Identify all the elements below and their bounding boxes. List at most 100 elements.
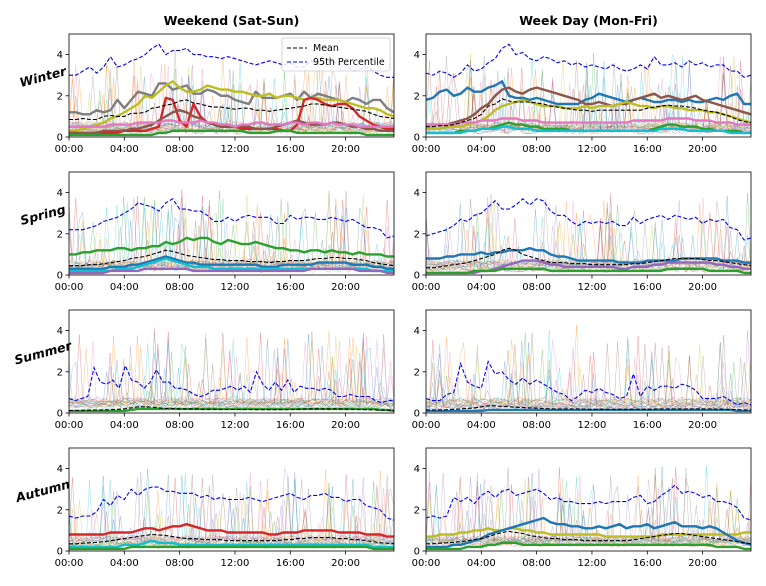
mean-line bbox=[426, 405, 751, 411]
x-tick-label: 04:00 bbox=[110, 558, 139, 569]
x-tick-label: 20:00 bbox=[331, 558, 360, 569]
x-tick-label: 08:00 bbox=[522, 558, 551, 569]
household-trace bbox=[426, 74, 751, 130]
mean-line bbox=[69, 99, 394, 121]
x-tick-label: 08:00 bbox=[165, 282, 194, 293]
household-trace bbox=[426, 60, 751, 130]
x-tick-label: 12:00 bbox=[221, 282, 250, 293]
household-trace bbox=[69, 190, 394, 266]
p95-line bbox=[69, 198, 394, 239]
plot-area bbox=[426, 466, 751, 551]
axes-frame bbox=[68, 309, 395, 414]
household-trace bbox=[69, 335, 394, 405]
x-tick-label: 00:00 bbox=[412, 282, 441, 293]
household-trace bbox=[69, 72, 394, 128]
p95-line bbox=[426, 43, 751, 78]
y-tick-label: 0 bbox=[57, 547, 63, 558]
highlighted-series bbox=[69, 80, 394, 133]
x-tick-label: 04:00 bbox=[467, 282, 496, 293]
p95-line bbox=[69, 363, 394, 404]
legend-mean-label: Mean bbox=[313, 43, 339, 54]
x-tick-label: 08:00 bbox=[522, 282, 551, 293]
x-tick-label: 00:00 bbox=[412, 144, 441, 155]
axes-frame bbox=[425, 33, 752, 138]
household-trace bbox=[426, 332, 751, 408]
x-tick-label: 16:00 bbox=[633, 144, 662, 155]
x-tick-label: 20:00 bbox=[688, 420, 717, 431]
household-trace bbox=[69, 335, 394, 406]
x-tick-label: 00:00 bbox=[55, 282, 84, 293]
plot-area bbox=[69, 43, 394, 137]
household-trace bbox=[69, 189, 394, 266]
plot-area bbox=[69, 467, 394, 551]
household-trace bbox=[426, 468, 751, 544]
y-tick-label: 0 bbox=[57, 133, 63, 144]
household-trace bbox=[426, 344, 751, 411]
household-trace bbox=[69, 475, 394, 545]
subplot-1-1: 00:00 04:00 08:00 12:00 16:00 20:00 0 2 4 bbox=[412, 171, 752, 293]
x-tick-label: 04:00 bbox=[110, 420, 139, 431]
y-tick-label: 4 bbox=[57, 464, 63, 475]
x-tick-label: 20:00 bbox=[688, 144, 717, 155]
mean-line bbox=[69, 406, 394, 412]
highlighted-series bbox=[426, 117, 751, 126]
y-tick-label: 2 bbox=[414, 91, 420, 102]
household-trace bbox=[426, 330, 751, 405]
x-tick-label: 12:00 bbox=[221, 144, 250, 155]
household-trace bbox=[69, 334, 394, 405]
legend-p95-label: 95th Percentile bbox=[313, 57, 385, 68]
x-tick-label: 00:00 bbox=[412, 420, 441, 431]
household-trace bbox=[69, 499, 394, 546]
y-tick-label: 0 bbox=[414, 271, 420, 282]
household-trace bbox=[426, 490, 751, 547]
plot-area bbox=[426, 192, 751, 275]
y-tick-label: 2 bbox=[57, 505, 63, 516]
highlighted-series bbox=[426, 541, 751, 551]
household-trace bbox=[69, 339, 394, 406]
highlighted-series bbox=[69, 539, 394, 549]
highlighted-series bbox=[426, 267, 751, 275]
household-trace bbox=[426, 351, 751, 408]
household-trace bbox=[426, 212, 751, 268]
x-tick-label: 04:00 bbox=[467, 420, 496, 431]
y-tick-label: 2 bbox=[57, 367, 63, 378]
household-trace bbox=[426, 376, 751, 410]
highlighted-series bbox=[69, 255, 394, 270]
highlighted-series bbox=[426, 80, 751, 106]
y-tick-label: 0 bbox=[57, 271, 63, 282]
subplot-2-1: 00:00 04:00 08:00 12:00 16:00 20:00 0 2 4 bbox=[412, 309, 752, 431]
x-tick-label: 12:00 bbox=[578, 420, 607, 431]
highlighted-series bbox=[69, 267, 394, 275]
household-trace bbox=[69, 474, 394, 543]
legend-box bbox=[281, 37, 391, 72]
x-tick-label: 20:00 bbox=[688, 282, 717, 293]
household-trace bbox=[69, 331, 394, 404]
x-tick-label: 16:00 bbox=[276, 420, 305, 431]
household-trace bbox=[69, 341, 394, 406]
x-tick-label: 08:00 bbox=[165, 420, 194, 431]
household-trace bbox=[69, 364, 394, 409]
household-trace bbox=[426, 64, 751, 128]
household-trace bbox=[69, 338, 394, 408]
highlighted-series bbox=[69, 236, 394, 258]
y-tick-label: 4 bbox=[414, 50, 420, 61]
household-trace bbox=[426, 339, 751, 406]
household-trace bbox=[426, 193, 751, 267]
plot-area bbox=[69, 327, 394, 413]
y-tick-label: 2 bbox=[414, 229, 420, 240]
x-tick-label: 08:00 bbox=[165, 144, 194, 155]
x-tick-label: 00:00 bbox=[412, 558, 441, 569]
household-trace bbox=[69, 332, 394, 405]
highlighted-series bbox=[69, 129, 394, 137]
household-trace bbox=[426, 466, 751, 545]
mean-line bbox=[69, 533, 394, 545]
x-tick-label: 12:00 bbox=[221, 558, 250, 569]
household-trace bbox=[69, 472, 394, 542]
highlighted-series bbox=[426, 527, 751, 538]
x-tick-label: 12:00 bbox=[578, 558, 607, 569]
household-trace bbox=[69, 468, 394, 545]
household-trace bbox=[69, 352, 394, 409]
y-tick-label: 2 bbox=[414, 505, 420, 516]
x-tick-label: 20:00 bbox=[688, 558, 717, 569]
x-tick-label: 00:00 bbox=[55, 558, 84, 569]
